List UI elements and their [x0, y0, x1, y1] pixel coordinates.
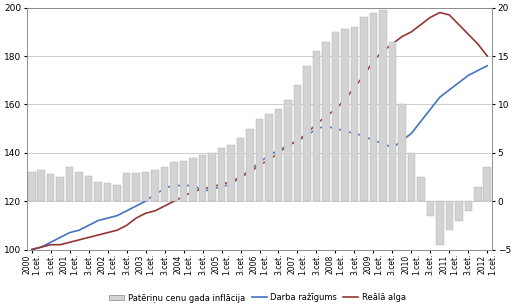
Bar	[398, 104, 406, 201]
Bar	[465, 201, 472, 211]
Bar	[38, 170, 45, 201]
Bar	[237, 138, 244, 201]
Bar	[303, 66, 311, 201]
Bar	[426, 201, 434, 216]
Bar	[322, 41, 330, 201]
Bar	[132, 173, 140, 201]
Bar	[218, 148, 226, 201]
Bar	[142, 172, 149, 201]
Bar	[341, 29, 349, 201]
Bar	[104, 183, 111, 201]
Bar	[208, 153, 216, 201]
Bar	[484, 167, 491, 201]
Bar	[274, 109, 282, 201]
Bar	[332, 32, 339, 201]
Bar	[407, 153, 415, 201]
Bar	[57, 177, 64, 201]
Bar	[370, 13, 377, 201]
Bar	[360, 17, 368, 201]
Bar	[455, 201, 462, 220]
Bar	[227, 145, 235, 201]
Bar	[190, 157, 197, 201]
Bar	[66, 167, 74, 201]
Bar	[417, 177, 425, 201]
Bar	[75, 172, 83, 201]
Bar	[113, 185, 121, 201]
Bar	[445, 201, 453, 230]
Bar	[246, 129, 254, 201]
Bar	[94, 182, 102, 201]
Bar	[284, 99, 292, 201]
Bar	[170, 162, 178, 201]
Bar	[436, 201, 443, 245]
Bar	[161, 167, 168, 201]
Bar	[256, 119, 263, 201]
Bar	[294, 85, 301, 201]
Bar	[47, 174, 55, 201]
Legend: Patēriņu cenu gada inflācija, Darba ražīgums, Reālā alga: Patēriņu cenu gada inflācija, Darba ražī…	[106, 290, 409, 306]
Bar	[379, 10, 387, 201]
Bar	[351, 27, 358, 201]
Bar	[313, 51, 320, 201]
Bar	[85, 176, 93, 201]
Bar	[199, 155, 207, 201]
Bar	[474, 187, 482, 201]
Bar	[28, 172, 36, 201]
Bar	[389, 41, 396, 201]
Bar	[123, 173, 130, 201]
Bar	[180, 161, 187, 201]
Bar	[151, 170, 159, 201]
Bar	[265, 114, 273, 201]
